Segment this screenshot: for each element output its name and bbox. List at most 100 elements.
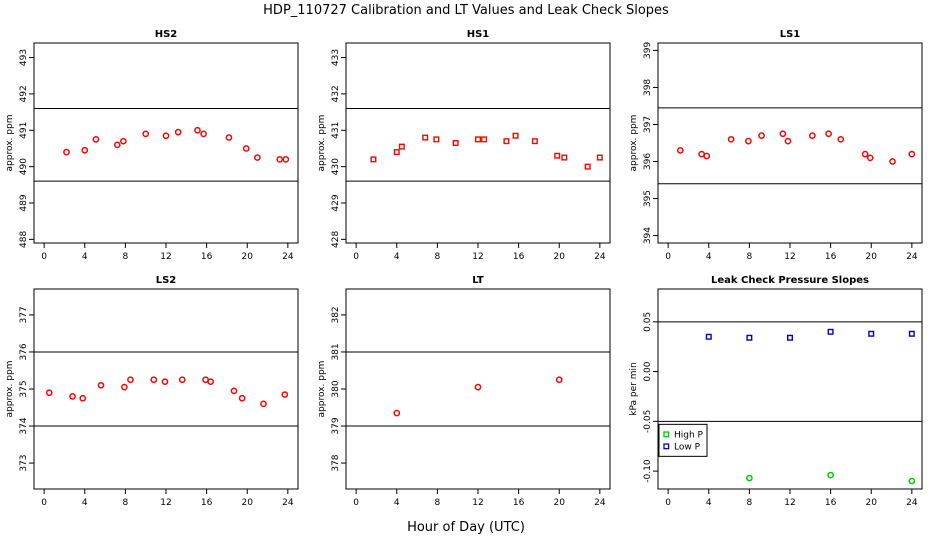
x-tick-label: 12 (160, 498, 171, 508)
data-point (174, 128, 182, 136)
y-tick-label: 0.05 (643, 312, 653, 332)
y-tick-label: 489 (19, 194, 29, 211)
data-point (120, 137, 127, 145)
legend-marker-low-p (663, 443, 670, 450)
y-tick-label: 0.00 (643, 361, 653, 381)
data-point (238, 394, 246, 402)
x-tick-label: 24 (282, 498, 294, 508)
x-tick-label: 24 (594, 252, 606, 262)
data-point (242, 145, 250, 152)
panel-title: Leak Check Pressure Slopes (711, 275, 869, 286)
data-point (97, 381, 105, 389)
y-axis-label: approx. ppm (5, 361, 15, 418)
data-point (200, 130, 207, 138)
panel-title: HS2 (155, 29, 178, 40)
x-tick-label: 0 (353, 252, 359, 262)
x-tick-label: 16 (201, 252, 213, 262)
data-point (398, 143, 405, 150)
data-point (230, 387, 238, 395)
y-tick-label: 492 (19, 85, 29, 102)
data-point (866, 154, 874, 162)
data-point (92, 136, 100, 143)
x-tick-label: 4 (394, 252, 400, 262)
y-tick-label: 428 (331, 231, 341, 248)
data-point (178, 376, 186, 384)
data-point (561, 154, 568, 161)
x-tick-label: 20 (242, 498, 254, 508)
y-tick-label: 431 (331, 122, 341, 139)
data-point (889, 158, 896, 165)
legend-label: High P (674, 430, 704, 440)
x-tick-label: 4 (706, 498, 712, 508)
data-point (503, 138, 510, 145)
x-tick-label: 24 (906, 498, 918, 508)
x-tick-label: 0 (665, 252, 671, 262)
y-tick-label: 430 (331, 158, 341, 175)
data-point (121, 383, 128, 391)
data-point (393, 149, 400, 156)
plot-frame (33, 288, 299, 490)
y-tick-label: -0.05 (643, 410, 653, 433)
data-point (827, 328, 834, 335)
y-tick-label: 379 (331, 417, 341, 434)
data-point (787, 334, 794, 341)
data-point (161, 378, 169, 385)
x-tick-label: 12 (472, 498, 483, 508)
x-tick-label: 24 (594, 498, 606, 508)
panel-lt: LT 0 4 8 12 16 20 24 378 379 380 381 382 approx. ppm (317, 275, 611, 508)
data-point (474, 383, 482, 391)
data-point (79, 394, 87, 402)
y-tick-label: 429 (331, 194, 341, 211)
y-tick-label: 433 (331, 49, 341, 66)
panel-ls1: LS1 0 4 8 12 16 20 24 394 395 396 397 398 399 approx. … (629, 29, 923, 262)
panel-leak-check-pressure-slopes: Leak Check Pressure Slopes 0 4 8 12 16 20 24 -0.… (629, 275, 923, 508)
y-axis-label: kPa per min (629, 362, 639, 415)
data-point (584, 163, 591, 170)
y-tick-label: 490 (19, 158, 29, 175)
data-point (127, 376, 134, 384)
x-tick-label: 0 (41, 252, 47, 262)
y-tick-label: 377 (19, 306, 29, 323)
plot-frame (657, 288, 923, 490)
data-point (861, 150, 869, 158)
data-point (393, 409, 401, 417)
x-tick-label: 4 (82, 498, 88, 508)
legend-box (658, 423, 708, 457)
data-point (81, 146, 89, 154)
y-tick-label: 373 (19, 454, 29, 471)
y-tick-label: 395 (643, 190, 653, 207)
y-tick-label: 394 (643, 227, 653, 244)
x-tick-label: 20 (554, 252, 566, 262)
x-tick-label: 4 (706, 252, 712, 262)
legend: High P Low P (658, 423, 708, 457)
data-point (908, 330, 915, 337)
plot-frame (345, 42, 611, 244)
data-point (69, 393, 76, 400)
data-point (703, 152, 711, 160)
x-tick-label: 24 (282, 252, 294, 262)
data-point (475, 136, 482, 143)
panel-hs2: HS2 0 4 8 12 16 20 24 488 489 490 491 492 493 approx. … (5, 29, 299, 262)
data-point (481, 136, 488, 143)
data-point (555, 376, 563, 384)
panel-hs1: HS1 0 4 8 12 16 20 24 428 429 430 431 432 433 approx. … (317, 29, 611, 262)
x-tick-label: 20 (866, 498, 878, 508)
legend-marker-high-p (663, 431, 670, 438)
data-point (422, 134, 429, 141)
data-point (45, 389, 53, 397)
y-tick-label: 375 (19, 380, 29, 397)
y-tick-label: 493 (19, 49, 29, 66)
data-point (512, 132, 519, 139)
data-point (746, 474, 753, 482)
data-point (142, 130, 150, 138)
y-tick-label: 396 (643, 153, 653, 170)
data-point (779, 130, 787, 138)
x-tick-label: 16 (825, 498, 837, 508)
x-tick-label: 20 (242, 252, 254, 262)
legend-label: Low P (674, 442, 701, 452)
data-point (825, 130, 832, 138)
x-tick-label: 20 (866, 252, 878, 262)
x-tick-label: 8 (123, 252, 129, 262)
x-tick-label: 0 (665, 498, 671, 508)
